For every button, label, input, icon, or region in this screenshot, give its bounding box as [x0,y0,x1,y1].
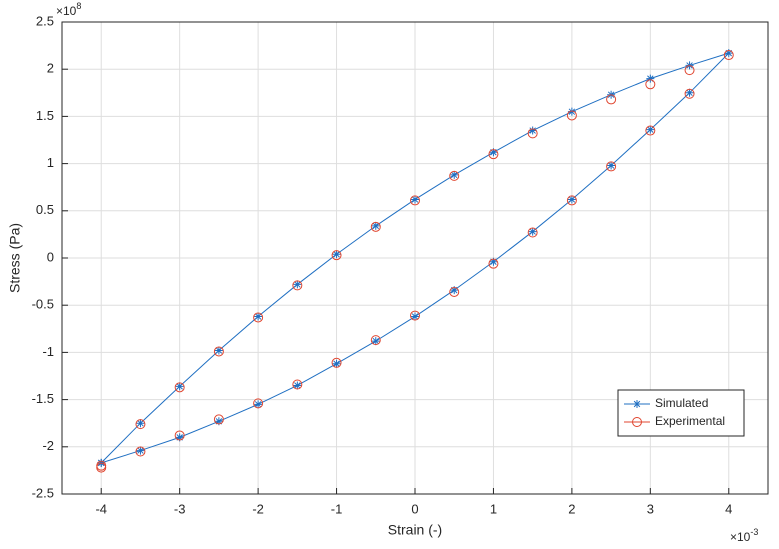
axes-box [61,21,769,495]
y-tick-label: -2.5 [32,485,54,500]
x-tick-label: -1 [331,501,343,516]
x-tick-label: 0 [411,501,418,516]
x-tick-label: 3 [647,501,654,516]
point [528,126,537,135]
x-tick-label: -2 [252,501,264,516]
point [331,250,342,261]
y-tick-label: 1 [47,155,54,170]
point [646,74,655,83]
axes: -4 -3 -2 -1 0 1 2 3 4 -2.5 -2 -1.5 -1 -0.5 0 0.5 1 1.5 2 2.… [32,13,733,516]
point [371,221,380,230]
point [723,50,734,61]
point [213,346,224,357]
point [449,286,460,297]
point [293,280,302,289]
point [527,128,538,139]
point [488,149,499,160]
y-tick-label: -2 [42,438,54,453]
point [646,125,655,134]
x-axis-label: Strain (-) [388,522,442,538]
legend: Simulated Experimental [617,389,745,437]
y-tick-label: 1.5 [36,108,54,123]
y-tick-label: -0.5 [32,297,54,312]
point [213,414,224,425]
point [607,161,616,170]
y-multiplier-exponent: 8 [76,1,81,11]
point [254,312,263,321]
y-tick-label: 2.5 [36,13,54,28]
y-axis-label: Stress (Pa) [7,223,23,293]
y-multiplier: ×108 [56,1,81,18]
point [253,312,264,323]
point [411,195,419,204]
point [411,312,419,321]
point [606,161,617,172]
point [527,227,538,238]
point [254,400,263,409]
point [135,446,146,457]
point [684,88,695,99]
y-tick-label: -1.5 [32,391,54,406]
y-tick-label: 0.5 [36,202,54,217]
point [135,419,146,430]
point [450,286,459,295]
point [488,258,499,269]
point [292,280,303,291]
x-tick-label: -4 [95,501,107,516]
point [567,107,576,116]
point [332,250,341,259]
point [292,379,303,390]
point [174,382,185,393]
point [528,227,537,236]
point [724,49,733,58]
y-tick-label: 0 [47,249,54,264]
point [332,359,341,368]
x-tick-label: 1 [490,501,497,516]
point [175,433,184,442]
y-tick-label: 2 [47,61,54,76]
point [331,357,342,368]
point [253,398,264,409]
x-multiplier-exponent: -3 [750,527,758,537]
point [449,170,460,181]
point [489,148,498,157]
point [214,417,223,426]
y-multiplier-base: ×10 [56,4,77,18]
legend-marker [632,417,642,427]
point [175,382,184,391]
x-tick-label: 4 [725,501,732,516]
x-tick-label: -3 [174,501,186,516]
point [645,79,656,90]
point [370,221,381,232]
y-tick-label: -1 [42,344,54,359]
point [566,195,577,206]
x-multiplier-base: ×10 [730,530,751,544]
point [410,195,420,206]
point [489,257,498,266]
point [371,337,380,346]
x-multiplier: ×10-3 [730,527,758,544]
legend-box [617,389,745,437]
point [606,94,617,105]
point [96,460,107,471]
point [645,125,656,136]
point [567,195,576,204]
legend-marker [633,400,641,408]
point [450,170,459,179]
point [214,346,223,355]
point [370,335,381,346]
point [566,110,577,121]
point [174,430,185,441]
point [685,88,694,97]
legend-label: Experimental [655,414,725,428]
marks [96,49,734,473]
point [136,419,145,428]
point [136,446,145,455]
point [410,310,420,321]
point [684,65,695,76]
point [293,381,302,390]
x-tick-label: 2 [568,501,575,516]
legend-label: Simulated [655,396,708,410]
